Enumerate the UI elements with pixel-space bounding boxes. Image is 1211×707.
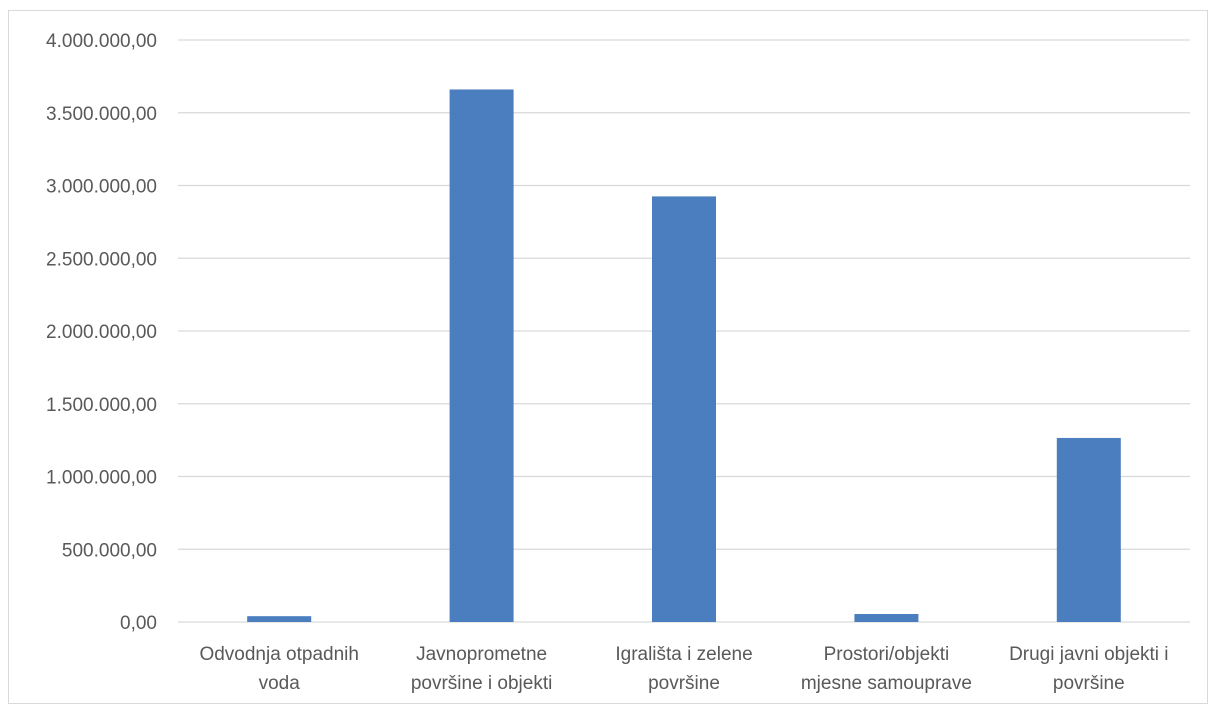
x-category-label: površine i objekti <box>411 673 553 694</box>
y-tick-label: 2.500.000,00 <box>46 249 157 270</box>
x-category-label: Igrališta i zelene <box>615 644 752 665</box>
bar[interactable] <box>247 616 312 622</box>
x-category-label: Odvodnja otpadnih <box>199 644 359 665</box>
y-tick-label: 3.500.000,00 <box>46 104 157 125</box>
y-tick-label: 3.000.000,00 <box>46 177 157 198</box>
bar[interactable] <box>652 196 716 622</box>
chart-frame <box>8 10 1208 704</box>
y-tick-label: 1.000.000,00 <box>46 468 157 489</box>
y-tick-label: 500.000,00 <box>62 540 157 561</box>
x-category-label: površine <box>648 673 720 694</box>
x-category-label: mjesne samouprave <box>801 673 972 694</box>
y-tick-label: 4.000.000,00 <box>46 31 157 52</box>
bar[interactable] <box>854 613 919 622</box>
bar[interactable] <box>1056 437 1121 622</box>
x-category-label: Drugi javni objekti i <box>1009 644 1168 665</box>
bar[interactable] <box>449 89 514 623</box>
y-tick-label: 0,00 <box>120 613 157 634</box>
y-tick-label: 2.000.000,00 <box>46 322 157 343</box>
x-category-label: voda <box>259 673 301 694</box>
x-category-label: Prostori/objekti <box>824 644 950 665</box>
x-category-label: površine <box>1053 673 1125 694</box>
y-tick-label: 1.500.000,00 <box>46 395 157 416</box>
x-category-label: Javnoprometne <box>416 644 547 665</box>
